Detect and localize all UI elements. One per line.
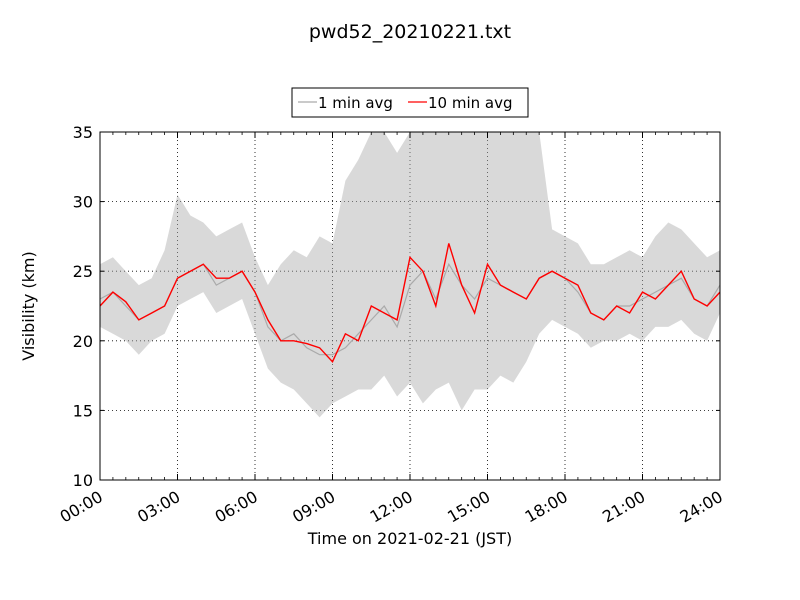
y-tick-label: 35 [73,123,93,142]
x-tick-labels: 00:00 03:00 06:00 09:00 12:00 15:00 18:00 21:00… [57,487,726,527]
x-tick-label: 15:00 [444,487,493,527]
x-axis-label: Time on 2021-02-21 (JST) [307,529,512,548]
x-tick-label: 00:00 [57,487,106,527]
series-10min-avg [99,243,721,363]
y-tick-label: 20 [73,332,93,351]
x-tick-label: 09:00 [289,487,338,527]
x-tick-label: 06:00 [212,487,261,527]
y-tick-label: 25 [73,262,93,281]
y-tick-label: 15 [73,401,93,420]
axis-ticks [99,131,721,481]
legend: 1 min avg 10 min avg [291,87,529,118]
legend-label-1min: 1 min avg [318,94,393,112]
series-1min-avg [99,132,721,418]
y-tick-label: 10 [73,471,93,490]
grid-lines [100,132,720,480]
x-tick-label: 21:00 [599,487,648,527]
x-tick-label: 03:00 [134,487,183,527]
x-tick-label: 24:00 [677,487,726,527]
y-axis-label: Visibility (km) [19,251,38,360]
x-tick-label: 12:00 [367,487,416,527]
series-10min-line [99,243,721,363]
series-1min-envelope [100,132,720,418]
chart-title: pwd52_20210221.txt [309,21,511,43]
y-tick-labels: 10 15 20 25 30 35 [73,123,93,490]
y-tick-label: 30 [73,193,93,212]
x-tick-label: 18:00 [522,487,571,527]
legend-label-10min: 10 min avg [428,94,513,112]
